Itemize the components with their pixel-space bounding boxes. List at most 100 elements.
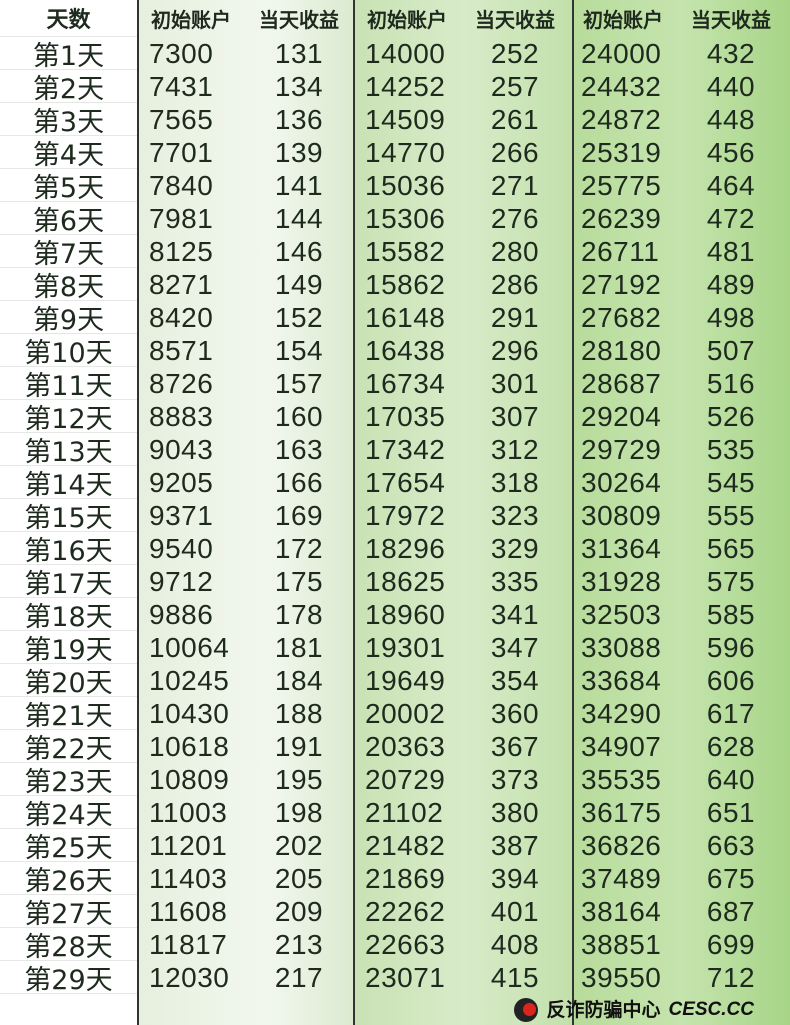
daily-earnings-cell: 166 [274, 466, 324, 498]
daily-earnings-cell: 157 [274, 367, 324, 399]
daily-earnings-cell: 276 [490, 202, 540, 234]
initial-account-cell: 19649 [365, 664, 446, 696]
table-row: 第9天 8420 152 16148 291 27682 498 [0, 301, 790, 334]
daily-earnings-cell: 651 [706, 796, 756, 828]
daily-earnings-cell: 373 [490, 763, 540, 795]
daily-earnings-cell: 181 [274, 631, 324, 663]
initial-account-cell: 36175 [581, 796, 662, 828]
daily-earnings-cell: 481 [706, 235, 756, 267]
day-cell: 第15天 [0, 499, 137, 532]
daily-earnings-cell: 301 [490, 367, 540, 399]
daily-earnings-cell: 535 [706, 433, 756, 465]
daily-earnings-cell: 160 [274, 400, 324, 432]
table-row: 第5天 7840 141 15036 271 25775 464 [0, 169, 790, 202]
day-cell: 第4天 [0, 136, 137, 169]
daily-earnings-cell: 606 [706, 664, 756, 696]
daily-earnings-cell: 585 [706, 598, 756, 630]
initial-account-cell: 15306 [365, 202, 446, 234]
daily-earnings-cell: 675 [706, 862, 756, 894]
day-cell: 第8天 [0, 268, 137, 301]
daily-earnings-cell: 699 [706, 928, 756, 960]
initial-account-cell: 28687 [581, 367, 662, 399]
initial-account-cell: 14000 [365, 37, 446, 69]
day-cell: 第18天 [0, 598, 137, 631]
initial-account-cell: 14252 [365, 70, 446, 102]
initial-account-cell: 37489 [581, 862, 662, 894]
daily-earnings-cell: 555 [706, 499, 756, 531]
daily-earnings-cell: 154 [274, 334, 324, 366]
daily-earnings-cell: 712 [706, 961, 756, 993]
column-group-1 [137, 0, 355, 1025]
initial-account-cell: 33684 [581, 664, 662, 696]
table-row: 第20天 10245 184 19649 354 33684 606 [0, 664, 790, 697]
day-cell: 第3天 [0, 103, 137, 136]
daily-earnings-cell: 261 [490, 103, 540, 135]
initial-account-cell: 8883 [149, 400, 214, 432]
initial-account-cell: 26711 [581, 235, 660, 267]
initial-account-cell: 27192 [581, 268, 662, 300]
table-row: 第6天 7981 144 15306 276 26239 472 [0, 202, 790, 235]
day-cell: 第19天 [0, 631, 137, 664]
daily-earnings-cell: 432 [706, 37, 756, 69]
daily-earnings-cell: 139 [274, 136, 324, 168]
table-row: 第2天 7431 134 14252 257 24432 440 [0, 70, 790, 103]
table-row: 第18天 9886 178 18960 341 32503 585 [0, 598, 790, 631]
daily-earnings-cell: 195 [274, 763, 324, 795]
initial-account-cell: 38164 [581, 895, 662, 927]
initial-account-cell: 16734 [365, 367, 446, 399]
initial-account-cell: 11003 [149, 796, 228, 828]
daily-earnings-cell: 628 [706, 730, 756, 762]
day-cell: 第6天 [0, 202, 137, 235]
initial-account-cell: 22663 [365, 928, 446, 960]
daily-earnings-cell: 575 [706, 565, 756, 597]
initial-account-cell: 17972 [365, 499, 446, 531]
initial-account-cell: 25775 [581, 169, 662, 201]
header-cell: 当天收益 [259, 8, 339, 32]
daily-earnings-cell: 136 [274, 103, 324, 135]
earnings-table: 天数 初始账户 当天收益 初始账户 当天收益 初始账户 当天收益 第1天 7300 131 140… [0, 8, 790, 994]
header-cell: 初始账户 [151, 8, 231, 32]
initial-account-cell: 21482 [365, 829, 446, 861]
daily-earnings-cell: 169 [274, 499, 324, 531]
initial-account-cell: 14770 [365, 136, 446, 168]
daily-earnings-cell: 271 [490, 169, 540, 201]
column-group-3 [572, 0, 790, 1025]
initial-account-cell: 10430 [149, 697, 230, 729]
daily-earnings-cell: 401 [490, 895, 540, 927]
daily-earnings-cell: 408 [490, 928, 540, 960]
initial-account-cell: 11403 [149, 862, 228, 894]
day-cell: 第11天 [0, 367, 137, 400]
daily-earnings-cell: 149 [274, 268, 324, 300]
daily-earnings-cell: 367 [490, 730, 540, 762]
initial-account-cell: 7981 [149, 202, 214, 234]
daily-earnings-cell: 205 [274, 862, 324, 894]
initial-account-cell: 29729 [581, 433, 662, 465]
daily-earnings-cell: 335 [490, 565, 540, 597]
initial-account-cell: 27682 [581, 301, 662, 333]
daily-earnings-cell: 188 [274, 697, 324, 729]
watermark-domain: CESC.CC [668, 999, 754, 1020]
day-cell: 第16天 [0, 532, 137, 565]
table-row: 第11天 8726 157 16734 301 28687 516 [0, 367, 790, 400]
daily-earnings-cell: 415 [490, 961, 540, 993]
initial-account-cell: 18960 [365, 598, 446, 630]
initial-account-cell: 8271 [149, 268, 214, 300]
day-cell: 第27天 [0, 895, 137, 928]
daily-earnings-cell: 146 [274, 235, 324, 267]
day-cell: 第12天 [0, 400, 137, 433]
initial-account-cell: 9371 [149, 499, 214, 531]
initial-account-cell: 15036 [365, 169, 446, 201]
table-row: 第25天 11201 202 21482 387 36826 663 [0, 829, 790, 862]
day-cell: 第10天 [0, 334, 137, 367]
initial-account-cell: 7300 [149, 37, 214, 69]
initial-account-cell: 24872 [581, 103, 662, 135]
column-group-2 [353, 0, 574, 1025]
initial-account-cell: 16148 [365, 301, 446, 333]
day-cell: 第28天 [0, 928, 137, 961]
daily-earnings-cell: 296 [490, 334, 540, 366]
initial-account-cell: 8726 [149, 367, 214, 399]
day-cell: 第2天 [0, 70, 137, 103]
daily-earnings-cell: 464 [706, 169, 756, 201]
daily-earnings-cell: 347 [490, 631, 540, 663]
initial-account-cell: 9043 [149, 433, 214, 465]
